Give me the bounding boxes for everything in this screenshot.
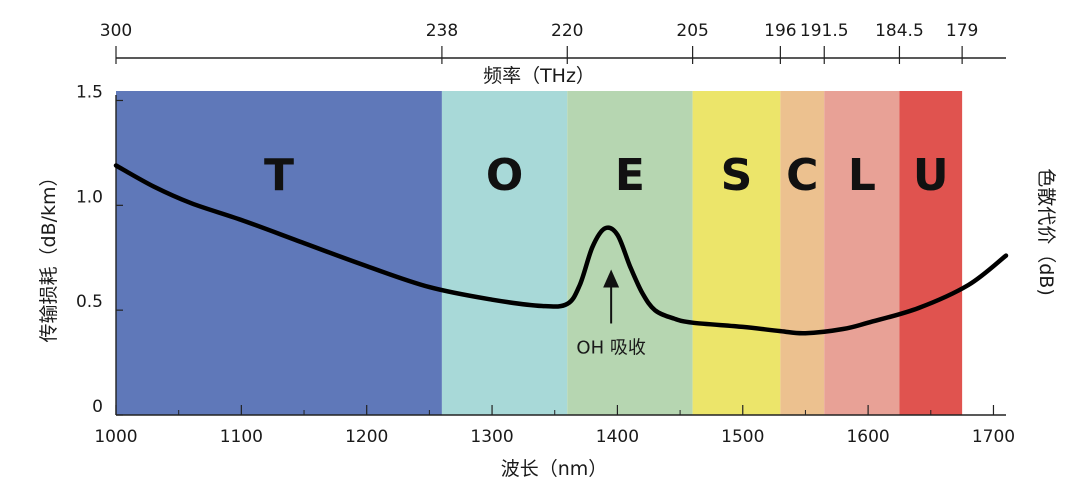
band-c	[780, 91, 825, 415]
y-tick-label: 0	[92, 397, 103, 417]
band-label-u: U	[913, 150, 949, 201]
series-line-0	[113, 163, 1009, 336]
x-tick-label: 1500	[721, 427, 764, 447]
y-tick-label: 1.5	[76, 82, 103, 102]
x-tick-label: 1400	[596, 427, 639, 447]
x-tick-label: 1300	[470, 427, 513, 447]
y-tick-label: 1.0	[76, 187, 103, 207]
top-tick-label: 220	[551, 21, 583, 41]
x-axis-title: 波长（nm）	[501, 458, 608, 480]
band-label-e: E	[615, 150, 645, 201]
series-layer	[113, 163, 1009, 336]
top-tick-label: 238	[426, 21, 458, 41]
band-label-o: O	[486, 150, 523, 201]
y-tick-label: 0.5	[76, 292, 103, 312]
y-axis-title: 传输损耗（dB/km）	[38, 167, 60, 342]
top-tick-label: 184.5	[875, 21, 924, 41]
y-right-axis-title: 色散代价（dB)	[1035, 168, 1057, 296]
band-label-t: T	[264, 150, 294, 201]
band-l	[824, 91, 900, 415]
band-e	[567, 91, 693, 415]
annotation-label: OH 吸收	[576, 337, 645, 358]
top-tick-label: 191.5	[800, 21, 849, 41]
band-label-l: L	[848, 150, 876, 201]
x-tick-label: 1200	[345, 427, 388, 447]
top-tick-label: 196	[764, 21, 796, 41]
x-tick-label: 1000	[94, 427, 137, 447]
band-t	[116, 91, 442, 415]
top-tick-label: 205	[676, 21, 708, 41]
top-axis-title: 频率（THz）	[483, 65, 595, 87]
x-tick-label: 1100	[220, 427, 263, 447]
annotation-layer: OH 吸收	[576, 269, 646, 358]
x-tick-label: 1700	[972, 427, 1015, 447]
band-label-s: S	[721, 150, 753, 201]
top-tick-label: 300	[100, 21, 132, 41]
band-o	[441, 91, 568, 415]
band-label-c: C	[786, 150, 818, 201]
band-s	[692, 91, 781, 415]
top-tick-label: 179	[946, 21, 978, 41]
x-tick-label: 1600	[846, 427, 889, 447]
band-u	[899, 91, 963, 415]
axes-layer: 1000 1100 1200 1300 1400 1500 1600 1700 0 0.5 1.0 1…	[76, 21, 1015, 447]
